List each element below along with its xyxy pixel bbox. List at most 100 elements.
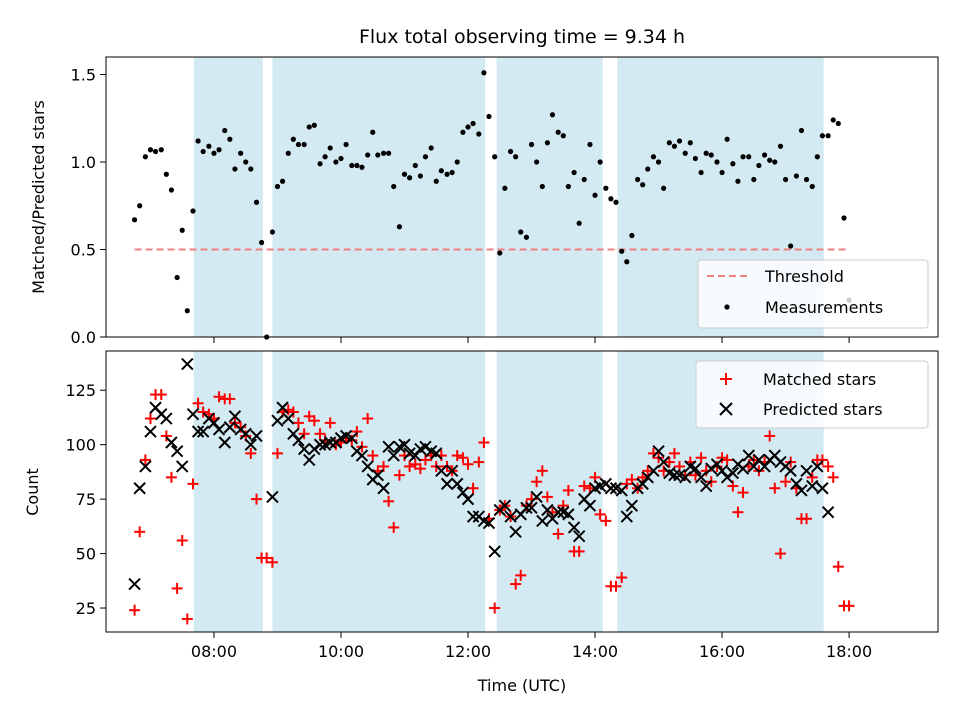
predicted-marker-stroke bbox=[504, 510, 517, 523]
predicted-marker-stroke bbox=[223, 421, 237, 434]
measurement-point bbox=[243, 159, 249, 165]
measurement-point bbox=[560, 133, 566, 139]
count-legend-box bbox=[695, 360, 929, 429]
measurement-point bbox=[523, 234, 530, 240]
measurement-point bbox=[370, 129, 376, 135]
predicted-star-point bbox=[620, 510, 634, 523]
predicted-marker-stroke bbox=[536, 514, 549, 528]
predicted-marker-stroke bbox=[466, 510, 480, 523]
matched-star-point bbox=[187, 478, 199, 490]
ratio-x-ticks bbox=[213, 337, 850, 343]
measurement-point bbox=[460, 129, 466, 135]
observing-window-band bbox=[193, 351, 263, 632]
predicted-marker-stroke bbox=[609, 482, 623, 495]
predicted-star-point bbox=[266, 490, 279, 504]
predicted-star-point bbox=[668, 468, 681, 482]
predicted-star-point bbox=[160, 412, 173, 425]
predicted-star-point bbox=[530, 490, 543, 504]
predicted-marker-stroke bbox=[530, 490, 543, 504]
predicted-marker-stroke bbox=[181, 357, 194, 371]
predicted-marker-stroke bbox=[625, 499, 639, 512]
predicted-star-point bbox=[297, 442, 311, 456]
predicted-marker-stroke bbox=[149, 401, 162, 414]
predicted-star-point bbox=[440, 477, 454, 491]
matched-star-point bbox=[362, 413, 374, 425]
predicted-marker-stroke bbox=[747, 460, 761, 473]
predicted-star-point bbox=[250, 429, 263, 443]
predicted-marker-stroke bbox=[567, 521, 581, 534]
measurement-point bbox=[735, 178, 741, 184]
matched-star-point bbox=[541, 491, 553, 503]
predicted-star-point bbox=[361, 460, 374, 473]
matched-star-point bbox=[716, 452, 728, 464]
predicted-marker-stroke bbox=[160, 412, 173, 425]
matched-star-point bbox=[271, 447, 283, 459]
matched-star-point bbox=[340, 432, 352, 444]
measurement-point bbox=[238, 150, 244, 156]
predicted-star-point bbox=[504, 510, 517, 523]
matched-star-point bbox=[816, 454, 828, 466]
predicted-marker-stroke bbox=[361, 460, 374, 473]
predicted-marker-stroke bbox=[673, 468, 686, 482]
predicted-star-point bbox=[176, 460, 189, 473]
matched-star-point bbox=[129, 604, 141, 616]
measurement-point bbox=[793, 173, 799, 179]
predicted-marker-stroke bbox=[440, 477, 454, 491]
predicted-star-point bbox=[398, 438, 411, 451]
legend-predicted-label: Predicted stars bbox=[763, 400, 883, 419]
predicted-marker-stroke bbox=[282, 412, 295, 425]
predicted-star-point bbox=[679, 471, 692, 484]
predicted-marker-stroke bbox=[339, 429, 353, 443]
observing-window-band bbox=[496, 57, 603, 337]
predicted-marker-stroke bbox=[684, 460, 697, 473]
predicted-star-point bbox=[758, 460, 771, 473]
measurement-point bbox=[539, 183, 545, 190]
measurement-points bbox=[131, 70, 852, 340]
measurement-point bbox=[571, 169, 577, 176]
predicted-marker-stroke bbox=[355, 449, 369, 462]
predicted-star-point bbox=[816, 482, 829, 495]
matched-star-point bbox=[478, 436, 490, 448]
predicted-marker-stroke bbox=[821, 505, 835, 519]
matched-star-point bbox=[139, 454, 151, 466]
measurement-point bbox=[703, 150, 709, 156]
matched-star-point bbox=[308, 415, 320, 427]
matched-star-point bbox=[181, 613, 193, 625]
predicted-marker-stroke bbox=[456, 486, 470, 499]
predicted-marker-stroke bbox=[398, 438, 411, 451]
predicted-marker-stroke bbox=[636, 477, 649, 491]
predicted-star-point bbox=[525, 501, 538, 515]
predicted-star-point bbox=[287, 427, 300, 440]
measurement-point bbox=[650, 154, 657, 160]
matched-star-point bbox=[235, 421, 247, 433]
predicted-star-point bbox=[276, 401, 289, 414]
predicted-star-point bbox=[567, 521, 581, 534]
matched-star-point bbox=[637, 471, 649, 483]
measurement-point bbox=[740, 154, 746, 160]
measurement-point bbox=[830, 117, 836, 123]
matched-star-point bbox=[314, 428, 326, 440]
matched-star-point bbox=[737, 487, 749, 499]
measurement-point bbox=[798, 127, 805, 134]
measurement-point bbox=[608, 196, 614, 202]
count-legend: Matched stars Predicted stars bbox=[695, 360, 929, 429]
predicted-star-point bbox=[657, 455, 670, 469]
measurement-point bbox=[724, 136, 730, 142]
ratio-legend-box bbox=[697, 259, 929, 329]
measurement-point bbox=[211, 150, 217, 156]
predicted-marker-stroke bbox=[323, 436, 337, 449]
predicted-star-point bbox=[461, 492, 475, 506]
measurement-point bbox=[454, 159, 460, 165]
predicted-star-point bbox=[536, 514, 549, 528]
matched-star-point bbox=[383, 495, 395, 507]
measurement-point bbox=[819, 133, 826, 139]
predicted-marker-stroke bbox=[784, 464, 797, 478]
predicted-star-point bbox=[292, 434, 305, 447]
measurement-point bbox=[375, 152, 381, 158]
measurement-point bbox=[417, 173, 423, 179]
measurement-point bbox=[767, 157, 773, 163]
measurement-point bbox=[809, 183, 815, 190]
legend-measurements-swatch bbox=[724, 304, 730, 310]
predicted-marker-stroke bbox=[498, 499, 512, 512]
